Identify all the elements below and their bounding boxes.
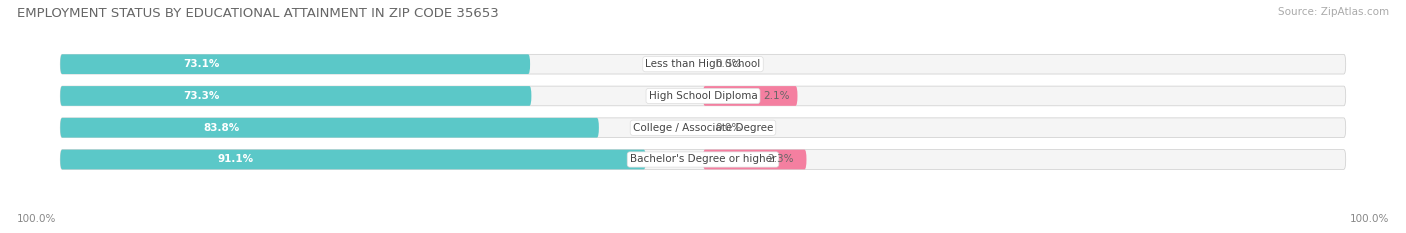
Text: 0.0%: 0.0% [716,59,742,69]
FancyBboxPatch shape [703,86,797,106]
Text: 100.0%: 100.0% [17,214,56,224]
Text: 100.0%: 100.0% [1350,214,1389,224]
FancyBboxPatch shape [60,150,1346,169]
FancyBboxPatch shape [60,86,1346,106]
Text: 2.3%: 2.3% [768,154,794,164]
FancyBboxPatch shape [60,54,530,74]
Text: Source: ZipAtlas.com: Source: ZipAtlas.com [1278,7,1389,17]
Text: High School Diploma: High School Diploma [648,91,758,101]
Text: Less than High School: Less than High School [645,59,761,69]
Text: EMPLOYMENT STATUS BY EDUCATIONAL ATTAINMENT IN ZIP CODE 35653: EMPLOYMENT STATUS BY EDUCATIONAL ATTAINM… [17,7,499,20]
Text: 0.0%: 0.0% [716,123,742,133]
FancyBboxPatch shape [60,118,1346,137]
FancyBboxPatch shape [60,54,1346,74]
FancyBboxPatch shape [60,86,531,106]
Text: College / Associate Degree: College / Associate Degree [633,123,773,133]
FancyBboxPatch shape [60,118,599,137]
Text: 73.1%: 73.1% [183,59,219,69]
Text: 91.1%: 91.1% [218,154,254,164]
FancyBboxPatch shape [703,150,807,169]
FancyBboxPatch shape [60,150,645,169]
Text: Bachelor's Degree or higher: Bachelor's Degree or higher [630,154,776,164]
Text: 73.3%: 73.3% [183,91,219,101]
Text: 83.8%: 83.8% [204,123,240,133]
Text: 2.1%: 2.1% [763,91,790,101]
